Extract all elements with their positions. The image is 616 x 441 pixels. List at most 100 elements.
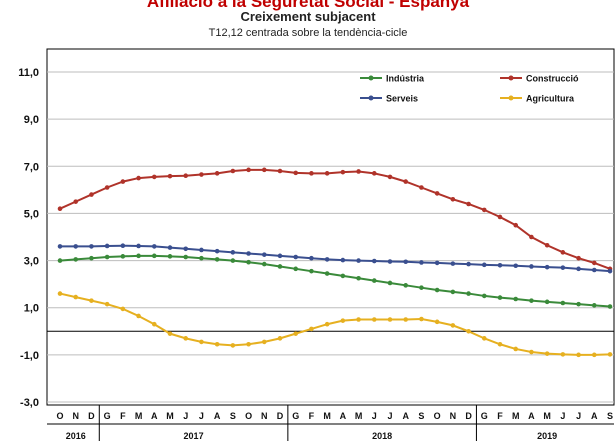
data-point <box>513 222 519 228</box>
y-tick-label: 11,0 <box>18 67 39 79</box>
y-tick-label: 1,0 <box>24 303 39 315</box>
data-point <box>151 321 157 327</box>
data-point <box>529 264 534 269</box>
data-point <box>136 253 141 259</box>
data-point <box>450 323 456 328</box>
data-point <box>371 278 377 283</box>
legend-label: Serveis <box>386 94 418 104</box>
data-point <box>73 257 79 262</box>
x-tick-label: F <box>309 411 315 421</box>
data-point <box>591 352 597 358</box>
data-point <box>576 301 581 307</box>
data-point <box>356 275 361 281</box>
data-point <box>497 295 503 300</box>
y-tick-label: 9,0 <box>24 114 39 126</box>
chart-subtitle-method: T12,12 centrada sobre la tendència-cicle <box>208 27 408 39</box>
data-point <box>576 352 581 358</box>
data-point <box>340 318 346 323</box>
x-tick-label: N <box>450 411 457 421</box>
data-point <box>497 341 503 347</box>
year-label: 2017 <box>184 431 204 441</box>
x-tick-label: A <box>591 411 598 421</box>
data-point <box>513 346 519 352</box>
x-tick-label: A <box>151 411 158 421</box>
data-point <box>89 298 94 303</box>
x-tick-label: O <box>56 411 63 421</box>
legend-label: Construcció <box>526 74 579 84</box>
series-line <box>59 292 611 356</box>
data-point <box>419 285 424 290</box>
x-tick-label: G <box>104 411 111 421</box>
data-point <box>529 349 534 355</box>
legend-item: Construcció <box>500 74 579 84</box>
data-point <box>466 201 471 207</box>
data-point <box>89 192 94 197</box>
data-point <box>371 258 377 264</box>
data-point <box>340 273 346 279</box>
data-point <box>199 339 204 345</box>
data-point <box>324 321 330 327</box>
data-point <box>214 248 220 254</box>
grid-lines <box>47 71 614 403</box>
data-point <box>419 260 424 265</box>
data-point <box>277 264 283 269</box>
legend-swatch-marker <box>508 75 514 81</box>
data-point <box>120 254 126 259</box>
data-point <box>167 254 173 259</box>
data-point <box>89 244 94 249</box>
data-point <box>387 317 393 322</box>
y-tick-label: 3,0 <box>24 256 39 268</box>
data-point <box>434 191 440 196</box>
data-point <box>591 267 597 273</box>
data-point <box>466 261 471 267</box>
data-point <box>183 246 189 252</box>
data-point <box>607 268 613 274</box>
data-point <box>466 291 471 296</box>
legend-label: Agricultura <box>526 94 575 104</box>
x-tick-label: N <box>261 411 268 421</box>
data-point <box>57 244 63 249</box>
data-point <box>73 244 79 249</box>
data-point <box>199 172 204 177</box>
data-point <box>199 247 204 253</box>
data-point <box>481 293 487 299</box>
data-point <box>246 251 251 256</box>
data-point <box>387 259 393 264</box>
data-point <box>607 352 613 357</box>
data-point <box>183 254 189 260</box>
data-point <box>151 174 157 180</box>
legend: Indústria Construcció Serveis Agricultura <box>360 74 579 104</box>
y-tick-label: -3,0 <box>20 397 39 409</box>
chart-subtitle: Creixement subjacent <box>240 9 376 24</box>
x-tick-label: A <box>528 411 535 421</box>
data-point <box>560 250 566 255</box>
x-tick-label: A <box>340 411 347 421</box>
x-tick-label: D <box>465 411 472 421</box>
data-point <box>57 258 63 263</box>
x-tick-label: N <box>72 411 79 421</box>
data-point <box>591 260 597 266</box>
series-line <box>60 244 611 273</box>
data-point <box>120 306 126 312</box>
data-point <box>73 199 79 204</box>
data-point <box>403 283 409 288</box>
data-point <box>544 351 550 356</box>
chart-title: Afiliació a la Seguretat Social - Espany… <box>146 0 470 11</box>
series-construcció <box>57 167 613 272</box>
data-point <box>57 291 63 296</box>
x-tick-label: D <box>277 411 284 421</box>
data-point <box>324 171 330 176</box>
series-indústria <box>57 253 613 309</box>
data-point <box>57 206 63 212</box>
data-point <box>89 255 94 261</box>
y-tick-label: -1,0 <box>20 350 39 362</box>
data-point <box>120 243 126 249</box>
legend-label: Indústria <box>386 74 425 84</box>
x-tick-label: D <box>88 411 95 421</box>
data-point <box>104 301 110 307</box>
data-point <box>481 207 487 213</box>
data-point <box>293 266 299 272</box>
x-axis: O N D G F M A M J J A S O N D G F M A M J J A S O N D G F M A M J J A S2016… <box>47 404 614 441</box>
data-point <box>450 289 456 295</box>
x-tick-label: M <box>135 411 143 421</box>
